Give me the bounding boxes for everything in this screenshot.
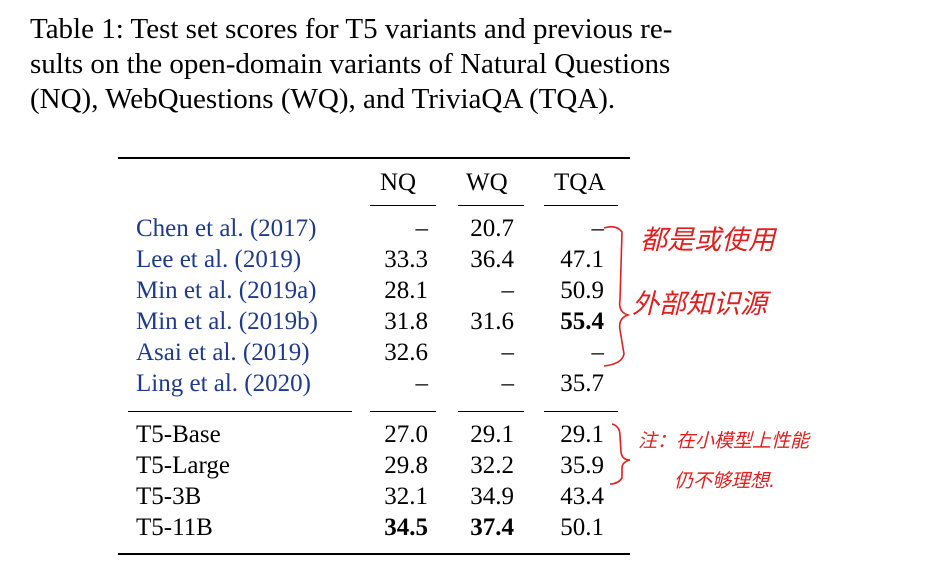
wq-score-cell: – (501, 339, 515, 366)
wq-score-cell: 37.4 (470, 514, 514, 541)
tqa-score-cell: – (591, 215, 605, 242)
annotation-note-2-line-1: 注：在小模型上性能 (638, 430, 810, 452)
nq-score-cell: 34.5 (384, 514, 428, 541)
nq-score-cell: 32.1 (384, 483, 428, 510)
nq-score-cell: 32.6 (384, 339, 428, 366)
header-underline-tqa (544, 205, 618, 206)
caption-line: (NQ), WebQuestions (WQ), and TriviaQA (T… (30, 83, 616, 115)
nq-score-cell: 29.8 (384, 452, 428, 479)
tqa-score-cell: 43.4 (560, 483, 604, 510)
tqa-score-cell: 29.1 (560, 421, 604, 448)
tqa-score-cell: 35.7 (560, 370, 604, 397)
tqa-score-cell: 35.9 (560, 452, 604, 479)
annotation-note-1-line-1: 都是或使用 (640, 225, 775, 256)
annotation-note-1-line-2: 外部知识源 (632, 289, 767, 320)
wq-score-cell: – (501, 370, 515, 397)
wq-score-cell: 29.1 (470, 421, 514, 448)
group-divider-nq (370, 411, 436, 412)
bracket-prior-work (603, 225, 631, 367)
model-name-cell[interactable]: Min et al. (2019b) (136, 308, 318, 335)
col-header-nq: NQ (380, 169, 417, 196)
tqa-score-cell: – (591, 339, 605, 366)
col-header-wq: WQ (466, 169, 508, 196)
tqa-score-cell: 50.9 (560, 277, 604, 304)
top-rule (118, 157, 630, 159)
tqa-score-cell: 50.1 (560, 514, 604, 541)
wq-score-cell: 36.4 (470, 246, 514, 273)
model-name-cell: T5-3B (136, 483, 202, 510)
nq-score-cell: – (415, 370, 429, 397)
wq-score-cell: – (501, 277, 515, 304)
group-divider-model (128, 411, 352, 412)
nq-score-cell: 28.1 (384, 277, 428, 304)
nq-score-cell: 27.0 (384, 421, 428, 448)
group-divider-tqa (544, 411, 618, 412)
tqa-score-cell: 55.4 (560, 308, 604, 335)
wq-score-cell: 20.7 (470, 215, 514, 242)
tqa-score-cell: 47.1 (560, 246, 604, 273)
group-divider-wq (458, 411, 524, 412)
caption-line: Table 1: Test set scores for T5 variants… (30, 13, 673, 45)
model-name-cell[interactable]: Ling et al. (2020) (136, 370, 311, 397)
header-underline-nq (370, 205, 436, 206)
wq-score-cell: 34.9 (470, 483, 514, 510)
annotation-note-2-line-2: 仍不够理想. (674, 470, 776, 492)
model-name-cell[interactable]: Asai et al. (2019) (136, 339, 310, 366)
wq-score-cell: 31.6 (470, 308, 514, 335)
model-name-cell[interactable]: Min et al. (2019a) (136, 277, 317, 304)
model-name-cell: T5-Large (136, 452, 230, 479)
bottom-rule (118, 553, 630, 555)
table-caption: Table 1: Test set scores for T5 variants… (30, 12, 720, 117)
header-underline-wq (458, 205, 524, 206)
nq-score-cell: 33.3 (384, 246, 428, 273)
nq-score-cell: 31.8 (384, 308, 428, 335)
model-name-cell[interactable]: Chen et al. (2017) (136, 215, 317, 242)
wq-score-cell: 32.2 (470, 452, 514, 479)
caption-line: sults on the open-domain variants of Nat… (30, 48, 671, 80)
col-header-tqa: TQA (554, 169, 606, 196)
model-name-cell: T5-11B (136, 514, 213, 541)
bracket-t5-small (609, 423, 631, 485)
nq-score-cell: – (415, 215, 429, 242)
model-name-cell: T5-Base (136, 421, 221, 448)
model-name-cell[interactable]: Lee et al. (2019) (136, 246, 302, 273)
